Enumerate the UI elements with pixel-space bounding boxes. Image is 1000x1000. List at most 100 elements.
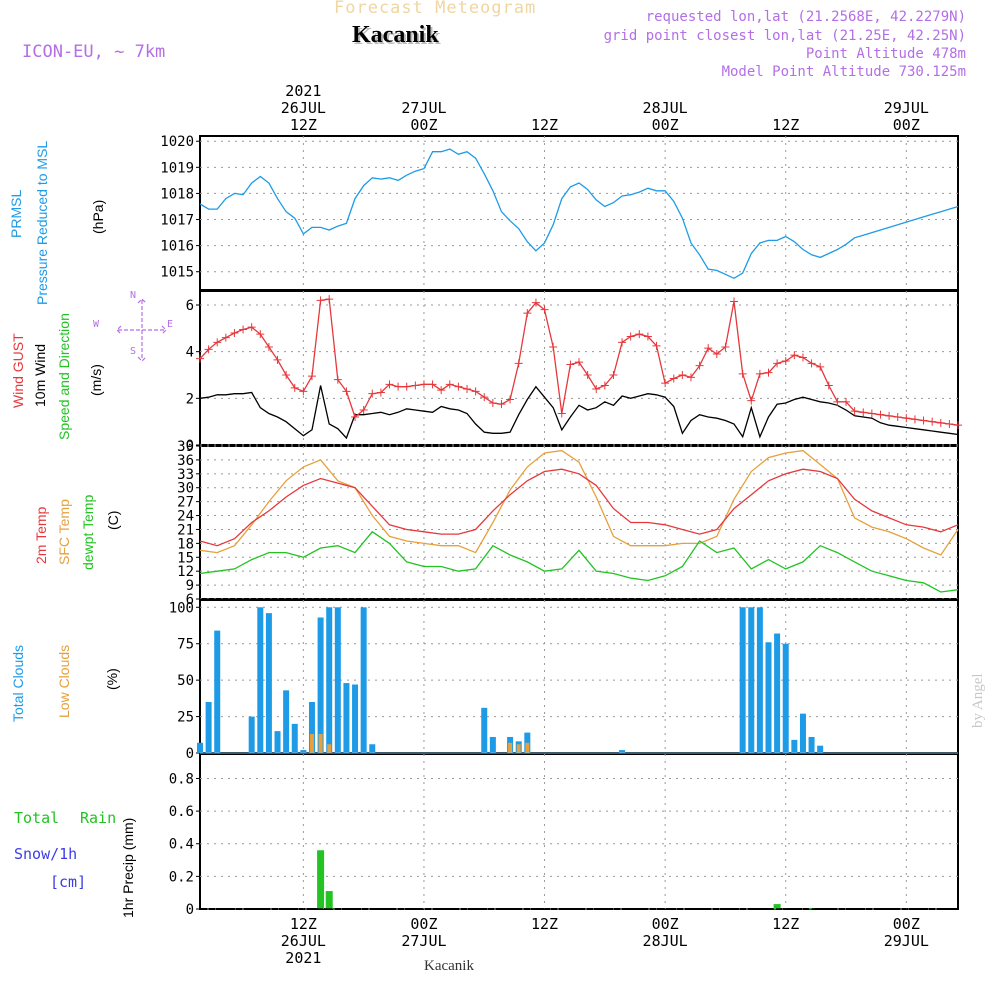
wind-label-10m: 10m Wind [32,343,48,407]
bottom-time-label: 26JUL [281,932,326,950]
precip-bar [317,850,325,909]
wind-label-dir: Speed and Direction [56,313,72,440]
pressure-ytick-label: 1017 [160,213,194,229]
gust-marker [351,413,360,421]
wind-ytick-label: 2 [186,391,194,407]
requested-coords: requested lon,lat (21.2568E, 42.2279N) [645,9,966,25]
bottom-time-label: 27JUL [401,932,446,950]
gust-marker [376,388,385,397]
total-cloud-bar [360,607,367,753]
temp-label-dewpt: dewpt Temp [80,494,96,570]
gust-marker [531,298,540,307]
temp-ytick-label: 24 [177,509,194,525]
total-cloud-bar [481,707,488,753]
top-time-label: 12Z [772,116,799,134]
gust-marker [437,386,446,395]
gust-marker [411,381,420,390]
bottom-time-label: 12Z [772,915,799,933]
gust-marker [738,369,747,378]
precip-legend-unit: [cm] [50,873,87,891]
pressure-line [199,148,959,280]
temp-label-sfc: SFC Temp [56,499,72,565]
pressure-ytick-label: 1018 [160,186,194,202]
gust-marker [549,343,558,351]
top-time-label: 12Z [290,116,317,134]
gust-marker [566,360,575,369]
temp-ytick-label: 18 [177,536,194,552]
total-cloud-bar [291,723,298,753]
gust-marker [359,406,368,414]
gust-marker [454,382,463,391]
gust-marker [824,381,833,390]
gridpoint-coords: grid point closest lon,lat (21.25E, 42.2… [603,28,966,44]
gust-marker [488,399,497,407]
point-altitude: Point Altitude 478m [805,46,966,62]
gust-marker [652,341,661,350]
gust-marker [686,373,695,382]
gust-marker [196,354,204,363]
total-cloud-bar [334,607,341,753]
gust-marker [540,305,549,314]
gust-marker [902,414,911,423]
total-cloud-bar [369,744,376,753]
compass-rose-icon [116,298,167,362]
sfc-temp-line [199,449,959,556]
gust-marker [419,380,428,389]
gust-marker [471,387,480,396]
pressure-ytick-label: 1016 [160,239,194,255]
bottom-time-label: 29JUL [884,932,929,950]
total-cloud-bar [808,736,815,753]
dewpt-line [199,530,959,593]
gust-marker [239,325,248,334]
total-cloud-bar [300,750,307,753]
total-cloud-bar [739,607,746,753]
total-cloud-bar [756,607,763,753]
gust-marker [307,372,316,381]
temp-ytick-label: 39 [177,439,194,455]
gust-marker [575,358,583,367]
temp-ytick-label: 9 [186,578,194,594]
gust-marker [704,344,713,353]
gust-marker [325,295,334,304]
top-time-label: 12Z [531,116,558,134]
gust-marker [626,332,635,341]
gust-marker [747,396,756,405]
gust-marker [764,368,773,377]
gust-marker [798,353,807,362]
gust-marker [609,371,618,379]
clouds-ytick-label: 75 [177,637,194,653]
gust-marker [230,329,239,337]
total-cloud-bar [748,607,755,753]
chart-title: Forecast Meteogram [334,0,537,18]
gust-marker [282,371,291,379]
low-cloud-bar [525,742,530,753]
top-time-label: 26JUL [281,99,326,117]
low-cloud-bar [508,742,513,753]
gust-marker [368,389,377,398]
temp-label-2m: 2m Temp [33,506,49,564]
gust-marker [273,355,282,364]
temp-ytick-label: 27 [177,495,194,511]
gust-marker [867,409,876,418]
precip-ytick-label: 0 [186,902,194,918]
location-title: Kacanik [352,22,439,48]
gust-marker [600,381,609,390]
gust-marker [807,359,816,368]
model-altitude: Model Point Altitude 730.125m [721,64,966,80]
gust-marker [299,387,308,396]
bottom-time-label: 28JUL [643,932,688,950]
total-cloud-bar [774,633,781,753]
gust-marker [635,330,644,339]
gust-marker [402,382,411,391]
total-cloud-bar [265,613,272,753]
gust-marker [816,362,825,371]
compass-south: S [130,346,137,357]
gust-marker [954,421,962,430]
precip-legend-total: Total [14,809,60,827]
compass-east: E [167,319,174,330]
total-cloud-bar [326,607,333,753]
gust-marker [385,380,394,389]
gust-marker [721,343,730,351]
temp-ytick-label: 12 [177,564,194,580]
gust-marker [755,369,764,378]
